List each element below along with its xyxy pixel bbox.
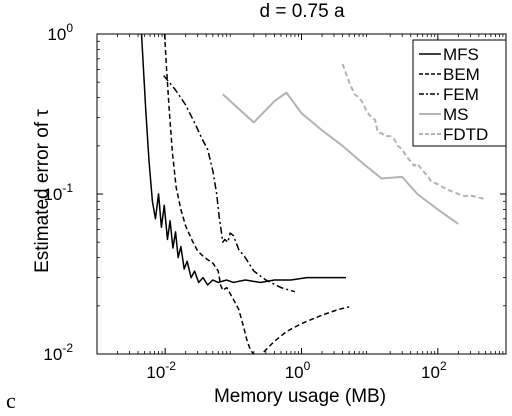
y-tick-exponent: 0 xyxy=(66,21,73,35)
series-group xyxy=(140,34,486,354)
legend-box xyxy=(412,39,507,147)
series-line-ms xyxy=(222,91,459,225)
x-tick-exponent: 2 xyxy=(440,359,447,373)
series-line-bem xyxy=(163,34,255,354)
legend-label-fem: FEM xyxy=(443,85,479,104)
x-axis-title: Memory usage (MB) xyxy=(214,386,386,407)
x-tick-exponent: 0 xyxy=(304,359,311,373)
series-line-mfs xyxy=(140,34,347,286)
y-tick-exponent: -1 xyxy=(62,181,73,195)
legend-label-ms: MS xyxy=(443,105,469,124)
chart-title: d = 0.75 a xyxy=(259,1,344,22)
legend-label-bem: BEM xyxy=(443,65,480,84)
y-axis-title: Estimated error of τ xyxy=(32,109,53,273)
legend-label-fdtd: FDTD xyxy=(443,125,488,144)
y-tick-exponent: -2 xyxy=(62,341,73,355)
panel-label: c xyxy=(6,388,16,413)
legend-label-mfs: MFS xyxy=(443,45,479,64)
series-line-fem xyxy=(163,75,296,293)
x-tick-exponent: -2 xyxy=(165,359,176,373)
series-line-fdtd xyxy=(341,63,486,201)
